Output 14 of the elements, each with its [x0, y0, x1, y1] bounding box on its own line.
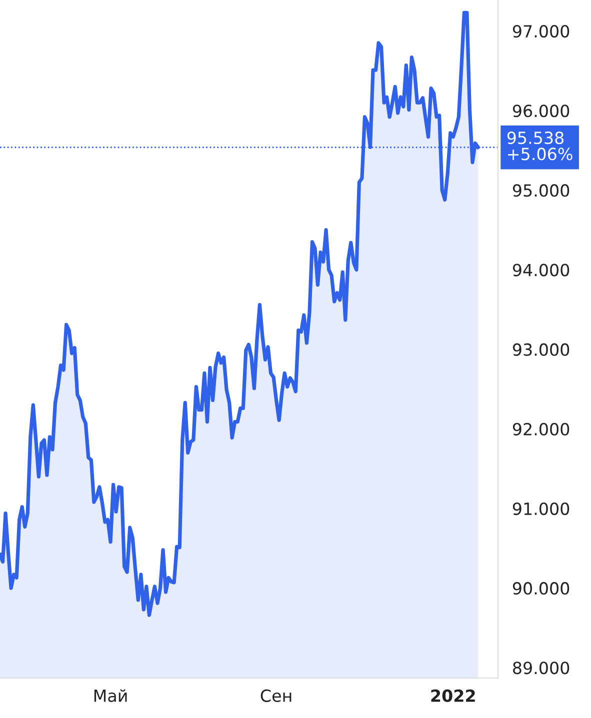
x-tick-label: Май: [94, 689, 127, 702]
y-tick-label: 89.000: [513, 662, 570, 674]
y-tick-label: 92.000: [512, 422, 570, 436]
y-tick-label: 93.000: [512, 343, 570, 356]
y-tick-label: 94.000: [512, 264, 570, 276]
y-tick-label: 96.000: [512, 104, 570, 118]
ref-line-label: 95.538: [507, 132, 564, 144]
x-tick-label: Сен: [260, 689, 292, 702]
text: +5.06%: [508, 148, 572, 160]
y-tick-label: 90.000: [512, 582, 570, 595]
y-tick-label: 91.000: [512, 502, 570, 516]
y-tick-label: 95.000: [512, 184, 570, 197]
y-tick-label: 97.000: [512, 24, 570, 38]
x-tick-label: 2022: [431, 689, 475, 702]
